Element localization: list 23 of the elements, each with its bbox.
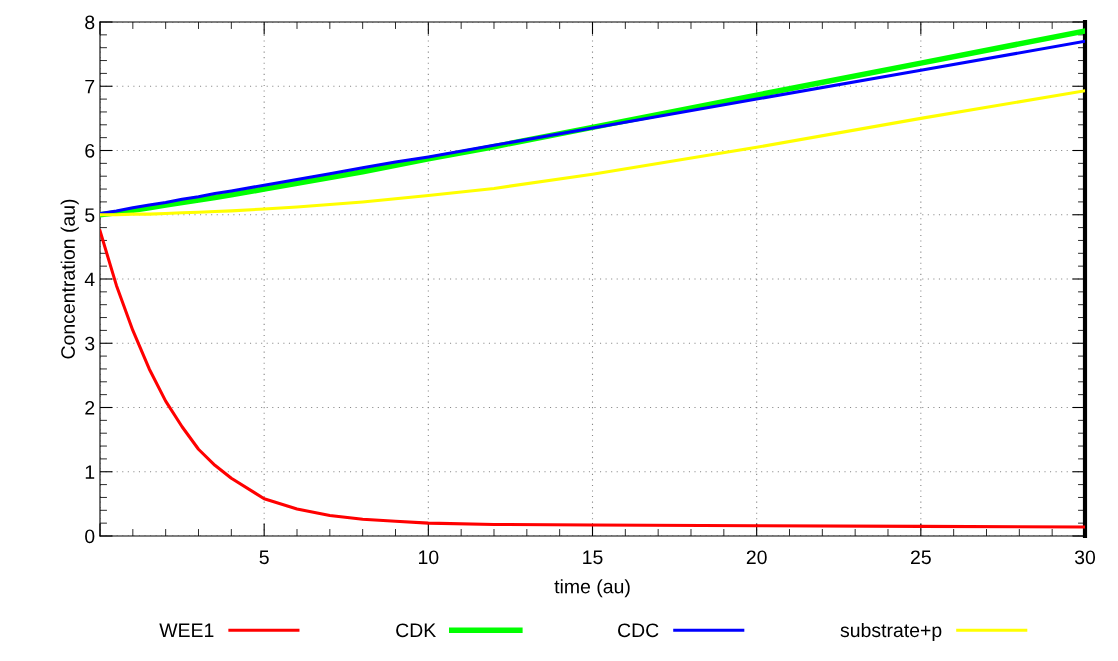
line-series <box>100 229 1085 529</box>
legend-label: WEE1 <box>159 623 214 637</box>
x-tick-label: 5 <box>259 550 269 565</box>
legend-label: CDK <box>396 623 436 638</box>
y-tick-label: 1 <box>85 465 95 479</box>
x-tick-label: 30 <box>1074 550 1096 565</box>
legend-label: CDC <box>618 623 659 638</box>
x-tick-label: 25 <box>911 550 931 565</box>
x-axis-title: time (au) <box>554 579 630 598</box>
y-tick-label: 6 <box>85 143 95 158</box>
y-tick-label: 8 <box>85 15 95 30</box>
y-tick-label: 3 <box>85 336 95 351</box>
legend-label: substrate+p <box>840 622 942 642</box>
x-tick-label: 15 <box>583 550 603 565</box>
x-tick-label: 20 <box>746 550 767 565</box>
y-tick-label: 5 <box>85 208 95 222</box>
y-tick-label: 0 <box>85 529 95 544</box>
y-tick-label: 2 <box>85 400 95 415</box>
x-tick-label: 10 <box>419 550 439 565</box>
y-axis-title: Concentration (au) <box>60 199 79 359</box>
y-tick-label: 4 <box>84 272 95 287</box>
y-tick-label: 7 <box>85 79 95 94</box>
line-series <box>100 89 1085 217</box>
